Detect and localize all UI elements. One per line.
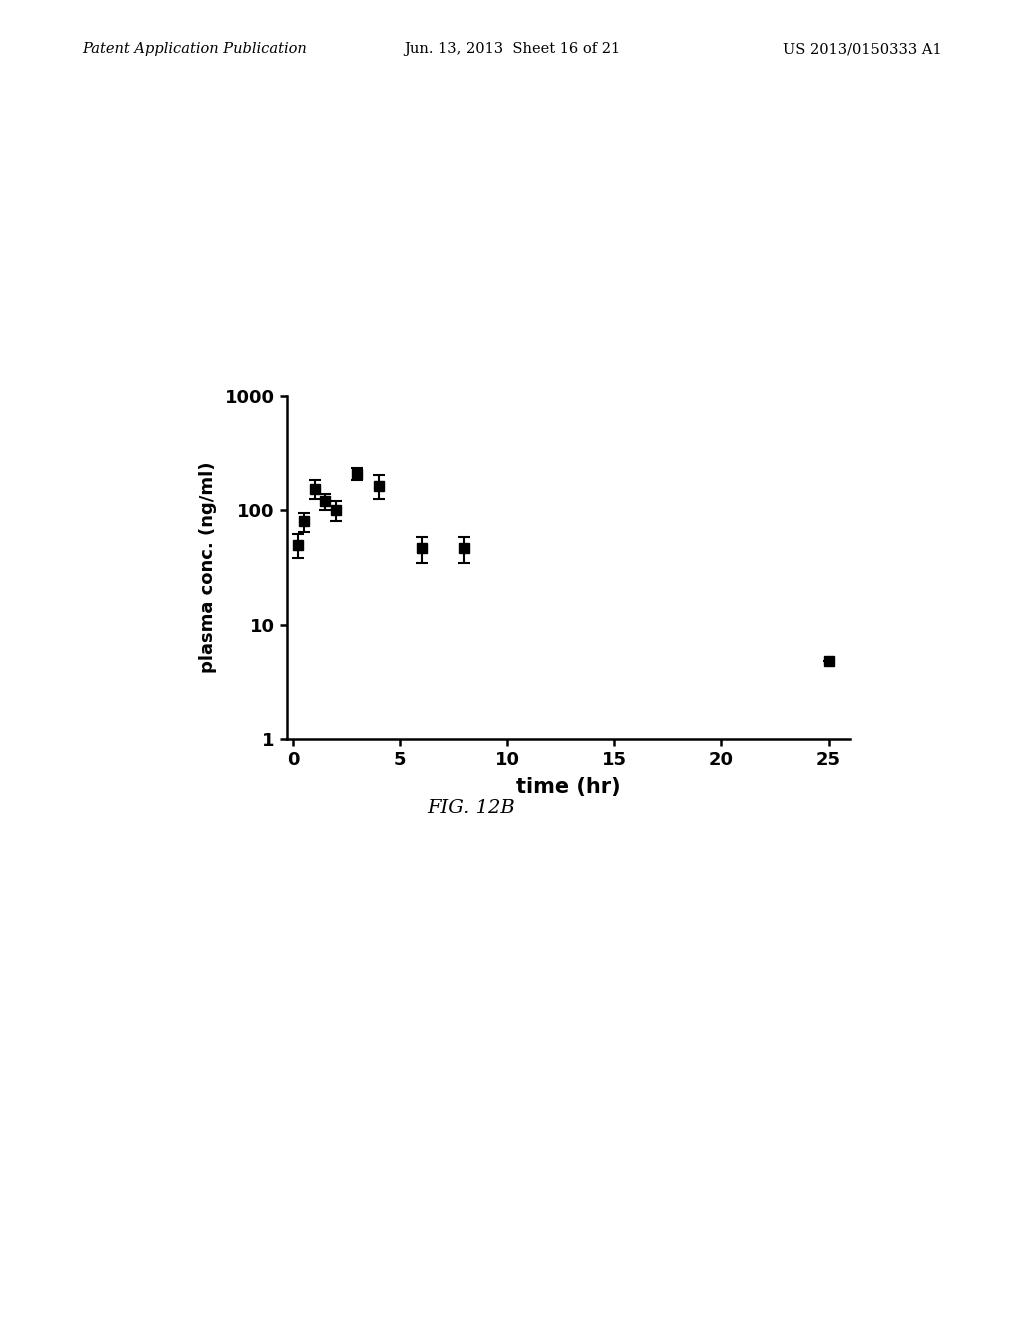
X-axis label: time (hr): time (hr) <box>516 777 621 797</box>
Text: Patent Application Publication: Patent Application Publication <box>82 42 306 57</box>
Text: Jun. 13, 2013  Sheet 16 of 21: Jun. 13, 2013 Sheet 16 of 21 <box>403 42 621 57</box>
Text: FIG. 12B: FIG. 12B <box>427 799 515 817</box>
Y-axis label: plasma conc. (ng/ml): plasma conc. (ng/ml) <box>199 462 217 673</box>
Text: US 2013/0150333 A1: US 2013/0150333 A1 <box>783 42 942 57</box>
